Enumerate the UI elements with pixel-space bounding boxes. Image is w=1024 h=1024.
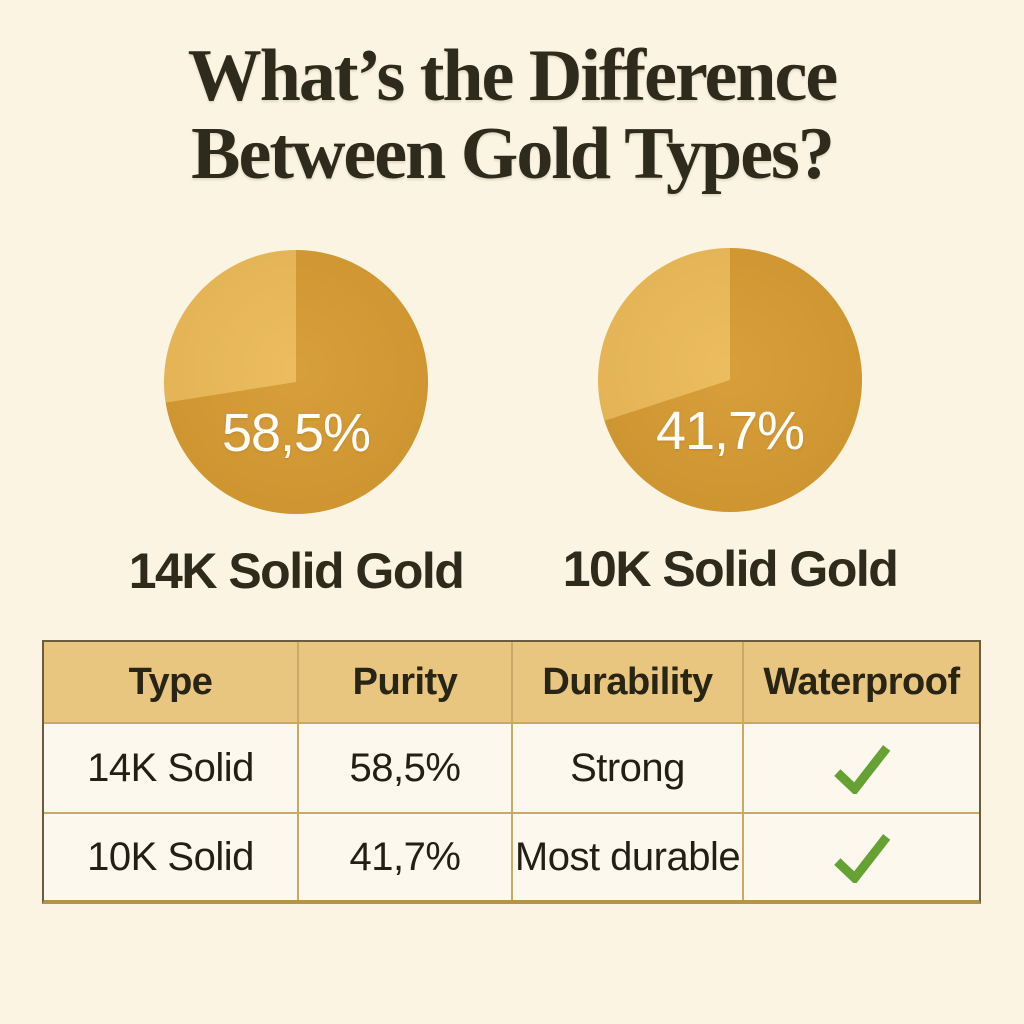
table-header-type: Type	[44, 642, 299, 724]
pie-block-10k: 41,7% 10K Solid Gold	[530, 248, 930, 598]
checkmark-icon	[833, 745, 890, 794]
table-header-purity: Purity	[299, 642, 513, 724]
table-cell-row2-type: 10K Solid	[44, 814, 299, 900]
table-cell-row1-type: 14K Solid	[44, 724, 299, 814]
checkmark-icon	[833, 834, 890, 883]
pie-chart-14k: 58,5%	[164, 250, 428, 514]
table-cell-row1-durability: Strong	[513, 724, 744, 814]
table-header-durability: Durability	[513, 642, 744, 724]
pie-caption-14k: 14K Solid Gold	[128, 543, 465, 599]
page-title: What’s the Difference Between Gold Types…	[187, 35, 838, 195]
table-cell-row1-purity: 58,5%	[299, 724, 513, 814]
pie-percentage-label-10k: 41,7%	[655, 401, 805, 461]
pie-caption-10k: 10K Solid Gold	[562, 541, 899, 597]
pie-chart-10k: 41,7%	[598, 248, 862, 512]
table-cell-row1-waterproof	[744, 724, 979, 814]
pie-percentage-label-14k: 58,5%	[221, 403, 371, 463]
table-cell-row2-waterproof	[744, 814, 979, 900]
pie-block-14k: 58,5% 14K Solid Gold	[96, 250, 496, 600]
table-cell-row2-purity: 41,7%	[299, 814, 513, 900]
table-cell-row2-durability: Most durable	[513, 814, 744, 900]
comparison-table: Type Purity Durability Waterproof 14K So…	[42, 640, 981, 904]
table-header-waterproof: Waterproof	[744, 642, 979, 724]
